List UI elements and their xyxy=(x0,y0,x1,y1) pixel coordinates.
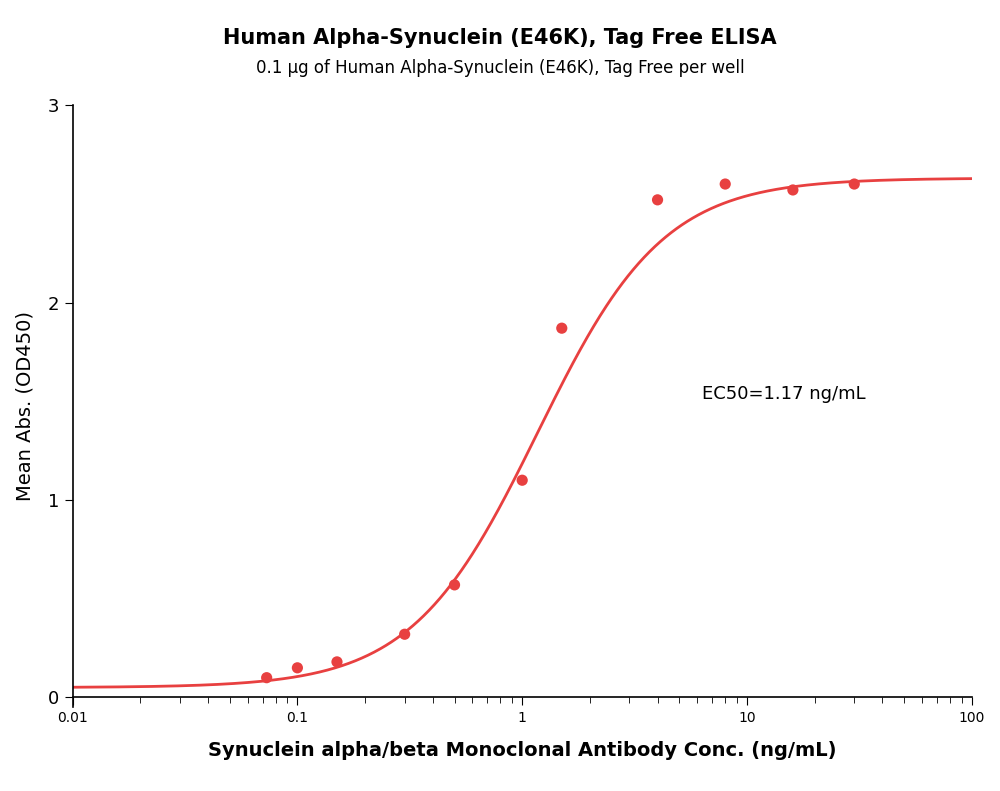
Point xyxy=(717,178,733,191)
Point xyxy=(329,656,345,668)
Text: 0.1 μg of Human Alpha-Synuclein (E46K), Tag Free per well: 0.1 μg of Human Alpha-Synuclein (E46K), … xyxy=(256,59,744,78)
Point xyxy=(785,184,801,196)
Point xyxy=(650,194,666,206)
Y-axis label: Mean Abs. (OD450): Mean Abs. (OD450) xyxy=(15,311,34,501)
Text: EC50=1.17 ng/mL: EC50=1.17 ng/mL xyxy=(702,385,866,403)
Point xyxy=(289,661,305,674)
Point xyxy=(397,628,413,641)
Point xyxy=(514,474,530,486)
Point xyxy=(554,322,570,335)
Point xyxy=(447,578,463,591)
X-axis label: Synuclein alpha/beta Monoclonal Antibody Conc. (ng/mL): Synuclein alpha/beta Monoclonal Antibody… xyxy=(208,741,836,760)
Text: Human Alpha-Synuclein (E46K), Tag Free ELISA: Human Alpha-Synuclein (E46K), Tag Free E… xyxy=(223,28,777,47)
Point xyxy=(846,178,862,191)
Point xyxy=(259,672,275,684)
